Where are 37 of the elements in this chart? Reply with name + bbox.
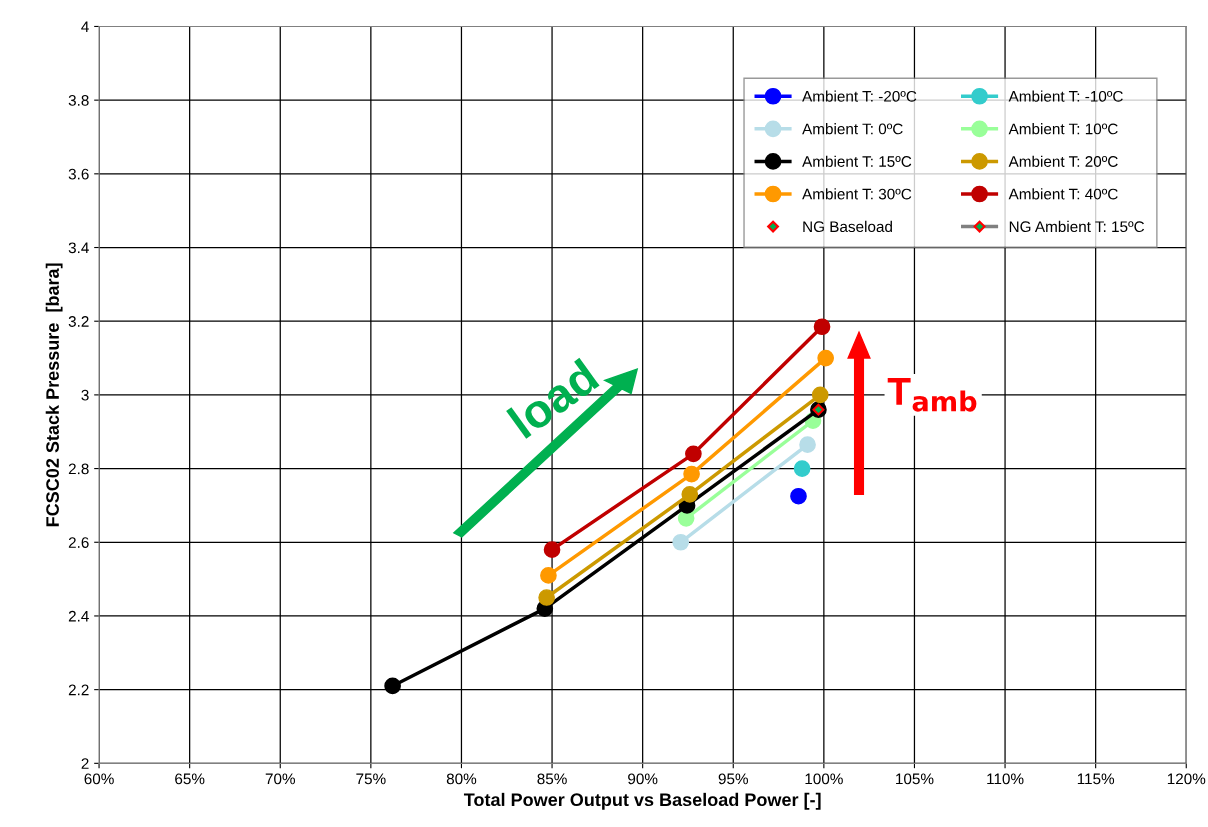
y-axis-title: FCSC02 Stack Pressure [bara] <box>45 263 63 527</box>
x-tick-label: 65% <box>175 773 205 785</box>
legend-label: Ambient T: 20ºC <box>1008 155 1118 167</box>
x-tick-label: 95% <box>718 773 748 785</box>
x-tick-label: 70% <box>265 773 295 785</box>
x-tick-label: 60% <box>84 773 114 785</box>
x-tick-label: 110% <box>987 773 1024 785</box>
legend-label: Ambient T: -10ºC <box>1008 90 1123 102</box>
x-tick-label: 105% <box>896 773 934 785</box>
y-tick-label: 3 <box>81 389 89 401</box>
x-tick-label: 85% <box>537 773 567 785</box>
annotation: T$_{amb}$ <box>887 378 977 412</box>
x-tick-label: 75% <box>356 773 386 785</box>
x-tick-label: 100% <box>805 773 843 785</box>
legend-label: Ambient T: 40ºC <box>1008 188 1118 200</box>
x-tick-label: 80% <box>446 773 477 785</box>
y-tick-label: 2.2 <box>68 684 89 696</box>
y-tick-label: 3.4 <box>68 242 89 254</box>
y-tick-label: 2.4 <box>68 610 89 622</box>
y-tick-label: 3.6 <box>68 168 89 180</box>
y-tick-label: 4 <box>81 21 89 32</box>
x-tick-label: 120% <box>1167 773 1206 785</box>
x-tick-label: 115% <box>1077 773 1115 785</box>
y-tick-label: 2.6 <box>68 537 89 548</box>
y-tick-label: 3.8 <box>68 95 89 106</box>
y-tick-label: 2.8 <box>68 463 89 475</box>
legend-label: Ambient T: 15ºC <box>802 155 912 167</box>
legend-label: NG Ambient T: 15ºC <box>1009 220 1145 233</box>
legend-label: Ambient T: -20ºC <box>802 90 917 102</box>
y-tick-label: 3.2 <box>68 316 89 327</box>
x-tick-label: 90% <box>628 773 658 785</box>
y-tick-label: 2 <box>81 758 89 769</box>
legend-label: Ambient T: 30ºC <box>802 188 912 200</box>
legend-label: Ambient T: 0ºC <box>802 123 903 135</box>
legend-label: Ambient T: 10ºC <box>1008 123 1118 135</box>
legend-label: NG Baseload <box>803 220 892 233</box>
x-axis-title: Total Power Output vs Baseload Power [-] <box>463 792 821 810</box>
